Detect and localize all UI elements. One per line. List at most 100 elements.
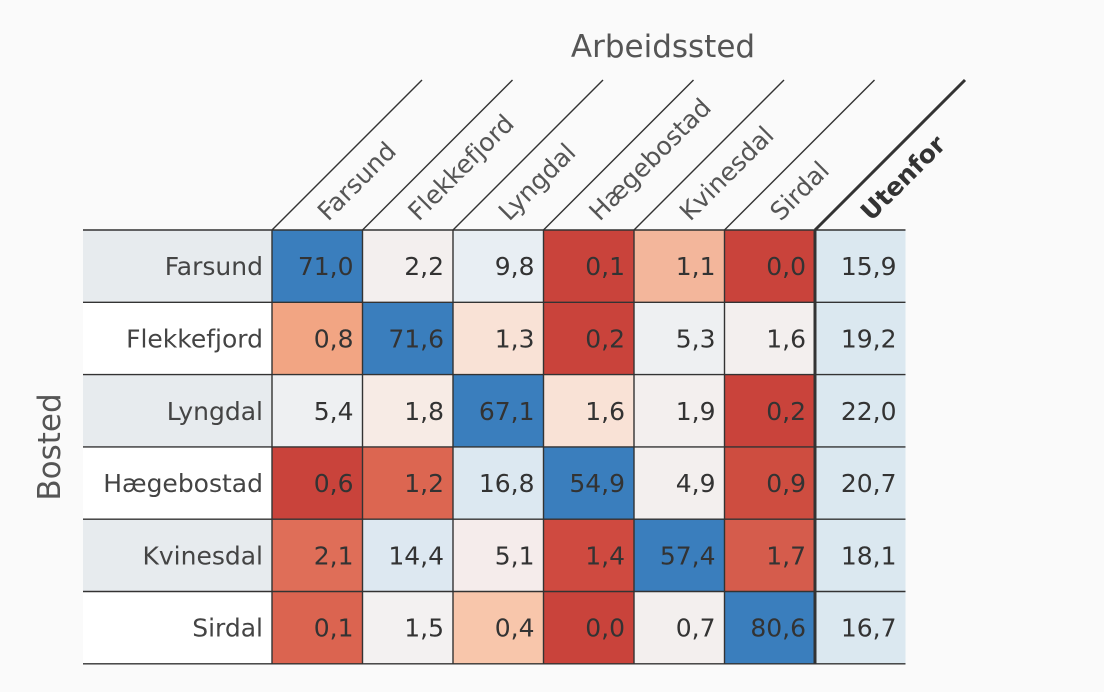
heatmap-cell [362,230,453,303]
column-header-slant [813,78,967,232]
heatmap-cell [362,302,453,375]
heatmap-cell [815,230,906,303]
cell-value-label: 0,4 [495,614,535,643]
heatmap-cell [543,230,634,303]
heatmap-cell [543,446,634,520]
cell-value-label: 15,9 [841,252,897,281]
heatmap-cell [362,374,453,447]
heatmap-cell [634,446,725,520]
row-label: Farsund [165,252,263,281]
cell-value-label: 71,0 [298,252,354,281]
column-header-slant [633,79,785,231]
cell-value-label: 54,9 [569,469,625,498]
row-label: Kvinesdal [142,541,263,570]
heatmap-cell [724,230,815,303]
column-header-slant [362,79,513,231]
heatmap-cell [362,519,453,592]
cell-value-label: 16,8 [479,469,535,498]
cell-value-label: 2,2 [404,252,444,281]
heatmap-cell [453,374,544,447]
heatmap-cell [815,302,906,375]
heatmap-cell [543,591,634,664]
cell-value-label: 20,7 [841,469,897,498]
cell-value-label: 1,7 [766,541,806,570]
cell-value-label: 0,8 [314,324,354,353]
row-label: Flekkefjord [126,324,263,353]
cell-value-label: 0,9 [766,469,806,498]
cell-value-label: 1,3 [495,324,535,353]
heatmap-cell [453,446,544,520]
heatmap-cell [815,519,906,592]
heatmap-cell [543,374,634,447]
heatmap-cell [724,519,815,592]
cell-value-label: 22,0 [841,397,897,426]
heatmap-cell [634,519,725,592]
cell-value-label: 18,1 [841,541,897,570]
cell-value-label: 1,1 [676,252,716,281]
cell-value-label: 19,2 [841,324,897,353]
heatmap-cell [272,230,363,303]
heatmap-cell [453,519,544,592]
column-header-slant [724,79,875,231]
heatmap-cell [724,374,815,447]
row-label-bg [83,374,272,447]
heatmap-cell [634,374,725,447]
heatmap-cell [724,591,815,664]
cell-value-label: 4,9 [676,469,716,498]
cell-value-label: 71,6 [388,324,444,353]
row-label-bg [83,591,272,664]
cell-value-label: 0,1 [314,614,354,643]
cell-value-label: 0,7 [676,614,716,643]
heatmap-cell [453,591,544,664]
column-header-slant [452,79,604,231]
cell-value-label: 1,6 [766,324,806,353]
heatmap-cell [272,591,363,664]
heatmap-cell [272,374,363,447]
column-label: Lyngdal [493,138,582,227]
cell-value-label: 67,1 [479,397,535,426]
heatmap-cell [634,230,725,303]
row-label-bg [83,230,272,303]
heatmap-cell [543,519,634,592]
heatmap-cell [815,591,906,664]
cell-value-label: 0,2 [585,324,625,353]
cell-value-label: 2,1 [314,541,354,570]
cell-value-label: 14,4 [388,541,444,570]
row-label: Lyngdal [167,397,263,426]
heatmap-cell [272,446,363,520]
heatmap-cell [724,302,815,375]
column-header-slant [543,79,694,231]
row-label-bg [83,446,272,520]
cell-value-label: 1,5 [404,614,444,643]
cell-value-label: 5,4 [314,397,354,426]
cell-value-label: 0,2 [766,397,806,426]
cell-value-label: 1,9 [676,397,716,426]
heatmap-cell [453,230,544,303]
row-axis-title: Bosted [32,393,68,500]
heatmap-cell [362,591,453,664]
cell-value-label: 0,0 [585,614,625,643]
row-label-bg [83,519,272,592]
heatmap-cell [362,446,453,520]
column-label: Farsund [312,136,402,226]
column-axis-title: Arbeidssted [571,29,755,65]
cell-value-label: 1,2 [404,469,444,498]
cell-value-label: 0,0 [766,252,806,281]
heatmap-cell [634,302,725,375]
cell-value-label: 5,3 [676,324,716,353]
heatmap-cell [272,519,363,592]
row-label-bg [83,302,272,375]
heatmap-cell [543,302,634,375]
cell-value-label: 16,7 [841,614,897,643]
cell-value-label: 1,4 [585,541,625,570]
cell-value-label: 1,6 [585,397,625,426]
column-label: Utenfor [855,129,952,226]
heatmap-cell [815,446,906,520]
row-label: Hægebostad [103,469,263,498]
heatmap-cell [815,374,906,447]
heatmap-cell [272,302,363,375]
cell-value-label: 57,4 [660,541,716,570]
cell-value-label: 80,6 [750,614,806,643]
